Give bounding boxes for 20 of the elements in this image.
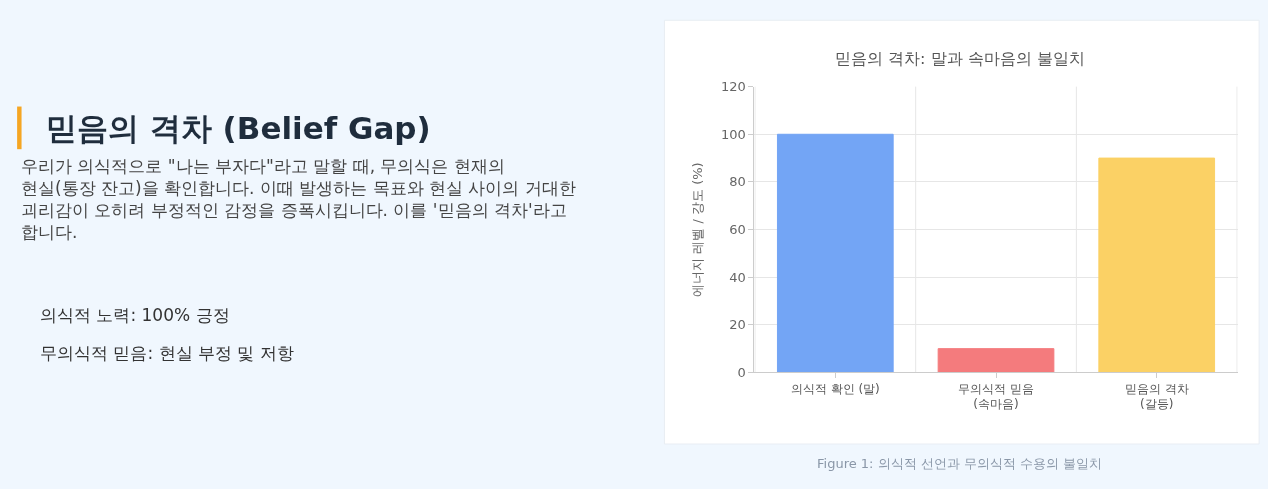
chart-title: 믿음의 격차: 말과 속마음의 불일치 bbox=[835, 49, 1085, 69]
y-tick-label: 100 bbox=[721, 126, 746, 142]
bar bbox=[937, 348, 1055, 373]
text: 의식적 노력: 100% 긍정 bbox=[40, 305, 230, 325]
text: 믿음의 격차 (Belief Gap) bbox=[46, 110, 431, 146]
x-tick-label: 믿음의 격차 (갈등) bbox=[1124, 381, 1189, 412]
y-axis-title: 에너지 레벨 / 강도 (%) bbox=[689, 162, 705, 297]
y-tick-label: 0 bbox=[737, 365, 746, 380]
x-tick-label: 무의식적 믿음 (속마음) bbox=[958, 381, 1034, 412]
y-tick-label: 80 bbox=[729, 174, 746, 190]
y-tick-label: 60 bbox=[729, 222, 746, 238]
bar bbox=[1098, 157, 1216, 373]
caption: Figure 1: 의식적 선언과 무의식적 수용의 불일치 bbox=[817, 456, 1103, 471]
text: 우리가 의식적으로 "나는 부자다"라고 말할 때, 무의식은 현재의 현실(통장 잔고)을 확인합니다. 이때 발생하는 목표와 현실 사이의 거대한 괴리감이 오히려 부정적인 감정을 증폭시킵니다. 이를 '믿음의 격차'라고 합니다. bbox=[21, 156, 576, 243]
y-tick-label: 40 bbox=[729, 269, 746, 285]
bar bbox=[776, 133, 894, 373]
x-tick-label: 의식적 확인 (말) bbox=[790, 381, 880, 396]
y-tick-label: 20 bbox=[729, 317, 746, 333]
text: 무의식적 믿음: 현실 부정 및 저항 bbox=[40, 343, 294, 363]
y-tick-label: 120 bbox=[721, 79, 746, 95]
